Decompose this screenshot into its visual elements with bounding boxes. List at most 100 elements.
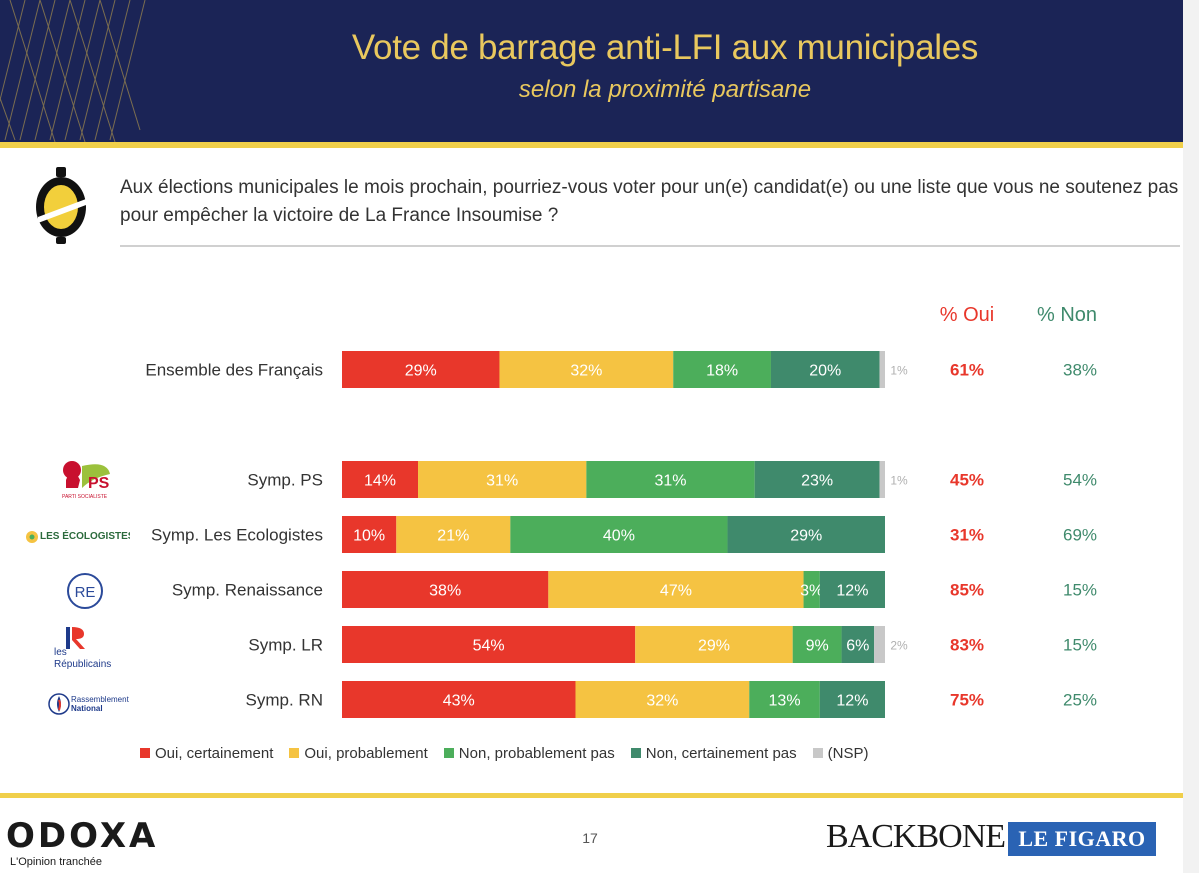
bar-segment <box>548 571 804 608</box>
category-label: Symp. Les Ecologistes <box>151 526 323 545</box>
bar-segment <box>418 461 587 498</box>
legend-item-nsp: (NSP) <box>812 744 869 762</box>
renaissance-logo-icon: RE <box>67 573 103 609</box>
legend-item-oui-probablement: Oui, probablement <box>289 744 428 762</box>
rn-logo-line2: National <box>71 704 103 713</box>
bar-segment <box>749 681 820 718</box>
legend-swatch <box>289 748 300 758</box>
data-label: 32% <box>570 363 602 380</box>
backbone-logo: BACKBONE <box>826 818 1006 855</box>
bar-segment <box>586 461 755 498</box>
legend-swatch <box>443 748 454 758</box>
nsp-label: 2% <box>890 639 908 653</box>
ps-logo-icon: PS PARTI SOCIALISTE <box>62 461 110 500</box>
ps-logo-tag: PARTI SOCIALISTE <box>62 494 108 500</box>
data-label: 29% <box>790 528 822 545</box>
question-divider <box>120 245 1180 247</box>
legend-label: Non, probablement pas <box>458 744 615 762</box>
data-label: 9% <box>806 638 829 655</box>
total-non-value: 15% <box>1063 581 1097 600</box>
banner-pattern-decoration <box>0 0 146 142</box>
total-non-value: 15% <box>1063 636 1097 655</box>
legend-item-oui-certainement: Oui, certainement <box>140 745 273 762</box>
data-label: 10% <box>353 528 385 545</box>
bar-segment <box>819 681 885 718</box>
total-oui-value: 85% <box>950 581 984 600</box>
data-label: 3% <box>800 583 823 600</box>
lr-logo-les: les <box>54 647 67 658</box>
bar-segment <box>727 516 885 553</box>
bar-segment <box>499 351 674 388</box>
lr-logo-name: Républicains <box>54 659 111 670</box>
footer-gold-rule <box>0 793 1183 798</box>
bar-segment <box>575 681 750 718</box>
total-non-header: % Non <box>1036 304 1098 326</box>
page-title: Vote de barrage anti-LFI aux municipales <box>351 28 979 67</box>
data-label: 29% <box>698 638 730 655</box>
bar-segment <box>879 351 885 388</box>
data-label: 31% <box>654 473 686 490</box>
renaissance-logo-text: RE <box>75 584 96 601</box>
lr-logo-icon: les Républicains <box>54 627 111 670</box>
bar-segment <box>879 461 885 498</box>
bar-segment <box>510 516 728 553</box>
category-label: Symp. LR <box>248 636 323 655</box>
data-label: 21% <box>437 528 469 545</box>
data-label: 47% <box>660 583 692 600</box>
bar-segment <box>342 516 397 553</box>
total-oui-value: 45% <box>950 471 984 490</box>
nsp-label: 1% <box>890 364 908 378</box>
total-non-value: 69% <box>1063 526 1097 545</box>
data-label: 23% <box>801 473 833 490</box>
total-oui-value: 61% <box>950 361 984 380</box>
rn-logo-icon: Rassemblement National <box>48 693 130 715</box>
page-edge <box>1183 0 1199 873</box>
bar-segment <box>342 626 636 663</box>
category-label: Symp. RN <box>246 691 323 710</box>
data-label: 54% <box>473 638 505 655</box>
bar-segment <box>342 571 549 608</box>
ecologistes-logo-icon: LES ÉCOLOGISTES <box>26 529 130 543</box>
legend-label: Oui, probablement <box>304 744 428 762</box>
bar-segment <box>803 571 820 608</box>
bar-segment <box>819 571 885 608</box>
odoxa-lemon-icon <box>36 167 86 244</box>
bar-segment <box>635 626 793 663</box>
data-label: 40% <box>603 528 635 545</box>
header-banner: Vote de barrage anti-LFI aux municipales… <box>0 0 1183 142</box>
le-figaro-logo: LE FIGARO <box>1008 822 1156 856</box>
data-label: 32% <box>646 693 678 710</box>
data-label: 18% <box>706 363 738 380</box>
nsp-label: 1% <box>890 474 908 488</box>
bar-segment <box>342 461 419 498</box>
page-number: 17 <box>582 830 598 846</box>
legend-swatch <box>812 748 823 758</box>
data-label: 38% <box>429 583 461 600</box>
ecologistes-logo-text: LES ÉCOLOGISTES <box>40 529 130 542</box>
odoxa-logo: ODOXA <box>6 816 159 856</box>
rn-logo-line1: Rassemblement <box>71 695 130 704</box>
category-label: Symp. Renaissance <box>172 581 323 600</box>
legend-label: (NSP) <box>827 744 869 762</box>
data-label: 12% <box>836 693 868 710</box>
data-label: 6% <box>846 638 869 655</box>
survey-question: Aux élections municipales le mois procha… <box>120 177 1179 226</box>
bar-segment <box>792 626 842 663</box>
legend-swatch <box>630 748 641 758</box>
total-non-value: 38% <box>1063 361 1097 380</box>
legend-swatch <box>140 748 150 758</box>
bar-segment <box>673 351 771 388</box>
legend-item-non-probablement-pas: Non, probablement pas <box>443 744 615 762</box>
data-label: 12% <box>836 583 868 600</box>
bar-segment <box>342 351 500 388</box>
total-oui-value: 31% <box>950 526 984 545</box>
category-label: Symp. PS <box>247 471 323 490</box>
header-gold-rule <box>0 142 1183 148</box>
legend-item-non-certainement-pas: Non, certainement pas <box>630 745 797 762</box>
bar-segment <box>841 626 875 663</box>
data-label: 20% <box>809 363 841 380</box>
data-label: 29% <box>405 363 437 380</box>
bar-segment <box>754 461 880 498</box>
total-oui-value: 75% <box>950 691 984 710</box>
